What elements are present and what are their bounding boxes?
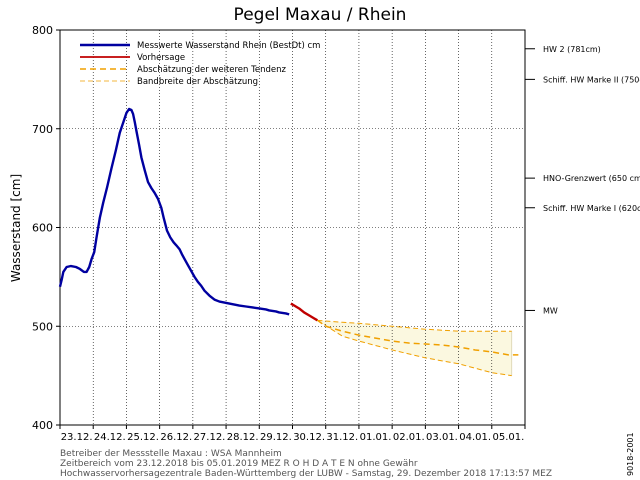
y-tick-label: 500 <box>32 320 53 333</box>
legend-label: Messwerte Wasserstand Rhein (BestDt) cm <box>137 41 320 51</box>
x-tick-label: 02.01. <box>393 432 425 443</box>
x-tick-label: 03.01. <box>426 432 458 443</box>
x-tick-label: 29.12. <box>260 432 292 443</box>
chart-title: Pegel Maxau / Rhein <box>234 5 407 25</box>
uncertainty-band <box>317 320 513 376</box>
tendency-series-line <box>316 319 519 356</box>
x-tick-label: 31.12. <box>326 432 358 443</box>
legend: Messwerte Wasserstand Rhein (BestDt) cm V… <box>80 41 320 87</box>
legend-label: Vorhersage <box>137 53 185 63</box>
footer-line-2: Zeitbereich vom 23.12.2018 bis 05.01.201… <box>60 459 418 469</box>
x-tick-label: 25.12. <box>127 432 159 443</box>
legend-label: Abschätzung der weiteren Tendenz <box>137 65 287 75</box>
reference-label: Schiff. HW Marke I (620cm) <box>543 204 640 213</box>
x-tick-label: 30.12. <box>293 432 325 443</box>
x-tick-label: 05.01. <box>492 432 524 443</box>
x-tick-label: 26.12. <box>160 432 192 443</box>
grid <box>60 30 525 425</box>
measured-series-line <box>58 107 290 316</box>
x-tick-label: 27.12. <box>194 432 226 443</box>
reference-label: Schiff. HW Marke II (750cm) <box>543 75 640 84</box>
y-tick-label: 700 <box>32 123 53 136</box>
y-tick-label: 400 <box>32 419 53 432</box>
y-tick-label: 800 <box>32 24 53 37</box>
x-tick-label: 24.12. <box>94 432 126 443</box>
footer-line-1: Betreiber der Messstelle Maxau : WSA Man… <box>60 449 282 459</box>
x-tick-label: 28.12. <box>227 432 259 443</box>
reference-label: MW <box>543 306 558 315</box>
series-layer <box>58 107 519 377</box>
x-tick-label: 04.01. <box>459 432 491 443</box>
y-axis: 400 500 600 700 800 <box>32 24 60 432</box>
x-axis: 23.12. 24.12. 25.12. 26.12. 27.12. 28.12. 29.1… <box>59 425 526 443</box>
footer-side-code: 9018-2001 <box>626 432 635 476</box>
band-upper-line <box>317 319 512 332</box>
x-tick-label: 01.01. <box>360 432 392 443</box>
y-axis-label: Wasserstand [cm] <box>9 174 23 282</box>
reference-label: HNO-Grenzwert (650 cm) <box>543 174 640 183</box>
reference-label: HW 2 (781cm) <box>543 45 601 54</box>
forecast-series-line <box>290 302 319 322</box>
x-tick-label: 23.12. <box>61 432 93 443</box>
band-lower-line <box>317 319 512 377</box>
footer-line-3: Hochwasservorhersagezentrale Baden-Württ… <box>60 469 552 479</box>
y-tick-label: 600 <box>32 222 53 235</box>
band-fill <box>317 320 512 376</box>
reference-lines: HW 2 (781cm) Schiff. HW Marke II (750cm) H… <box>525 45 640 315</box>
legend-label: Bandbreite der Abschätzung <box>137 77 258 87</box>
